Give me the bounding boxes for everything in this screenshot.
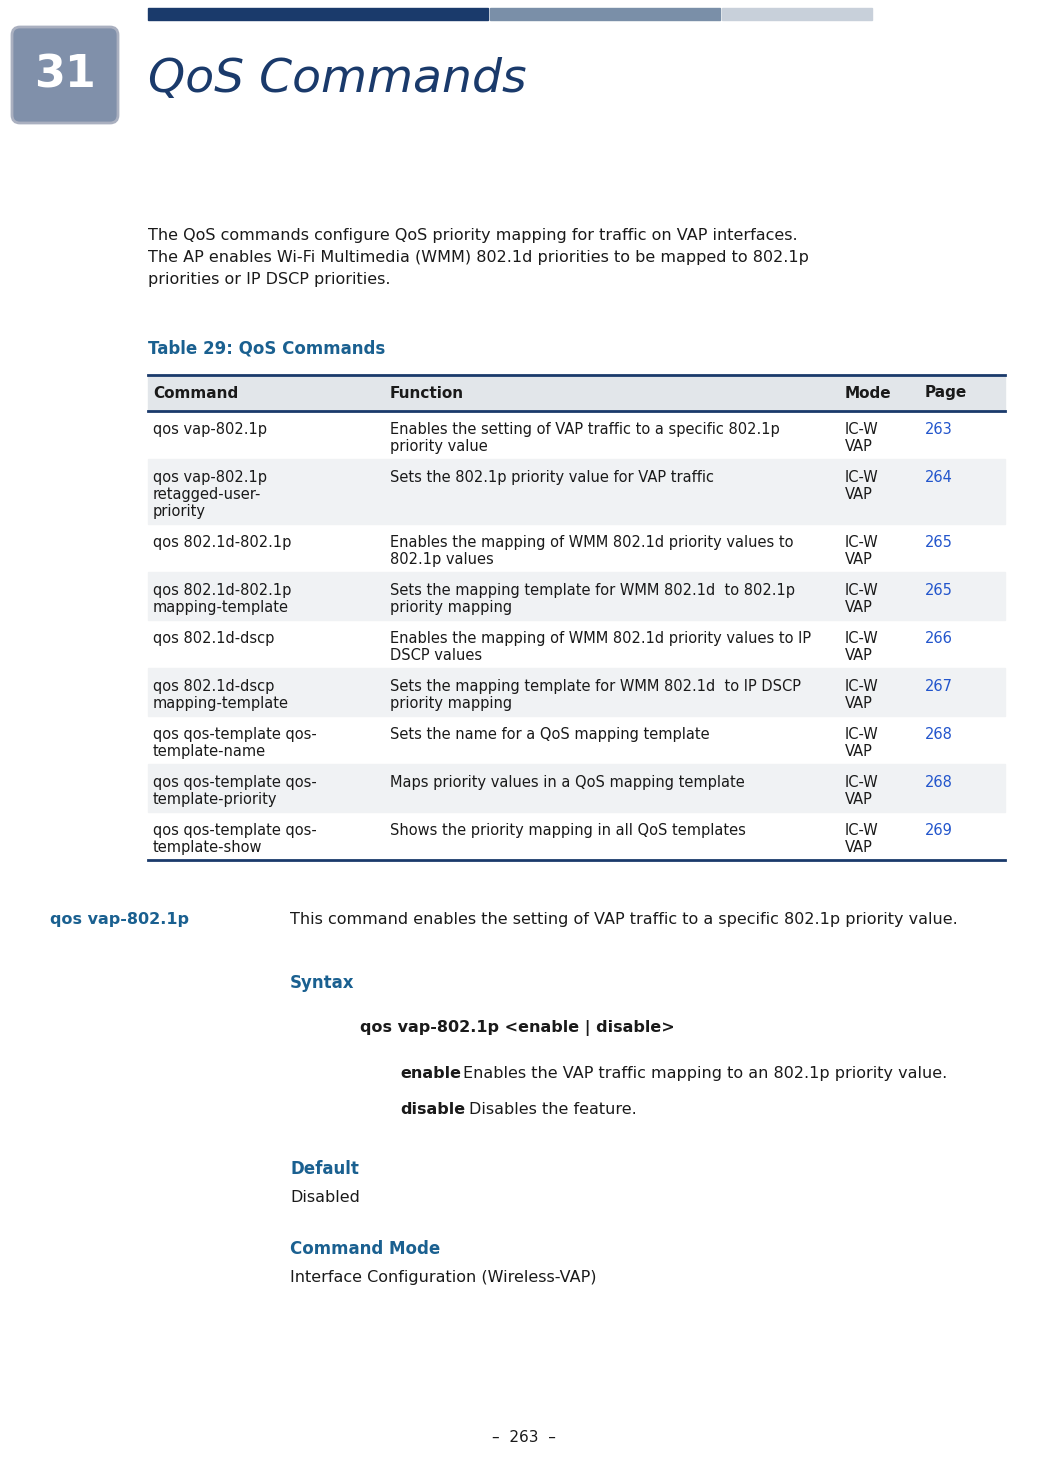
Text: 269: 269 [925, 823, 953, 838]
Text: VAP: VAP [845, 791, 873, 807]
Text: Sets the name for a QoS mapping template: Sets the name for a QoS mapping template [390, 727, 709, 742]
Text: IC-W: IC-W [845, 583, 879, 599]
Text: VAP: VAP [845, 745, 873, 759]
Text: qos 802.1d-dscp: qos 802.1d-dscp [153, 679, 275, 694]
FancyBboxPatch shape [12, 26, 118, 123]
Text: priority mapping: priority mapping [390, 600, 512, 615]
Bar [722, 7, 872, 20]
Text: IC-W: IC-W [845, 823, 879, 838]
Text: mapping-template: mapping-template [153, 600, 289, 615]
Text: VAP: VAP [845, 488, 873, 502]
Text: qos vap-802.1p <enable | disable>: qos vap-802.1p <enable | disable> [361, 1021, 675, 1037]
Text: mapping-template: mapping-template [153, 696, 289, 711]
Text: Enables the mapping of WMM 802.1d priority values to: Enables the mapping of WMM 802.1d priori… [390, 534, 793, 550]
Text: IC-W: IC-W [845, 727, 879, 742]
Text: 263: 263 [925, 422, 953, 437]
Text: Disabled: Disabled [290, 1190, 359, 1204]
Text: Mode: Mode [845, 385, 892, 400]
Text: 268: 268 [925, 775, 953, 790]
Text: qos vap-802.1p: qos vap-802.1p [153, 470, 267, 485]
Text: 265: 265 [925, 583, 953, 599]
Text: VAP: VAP [845, 696, 873, 711]
Text: IC-W: IC-W [845, 775, 879, 790]
Text: VAP: VAP [845, 839, 873, 856]
Bar [148, 572, 1005, 620]
Text: Sets the mapping template for WMM 802.1d  to 802.1p: Sets the mapping template for WMM 802.1d… [390, 583, 795, 599]
Bar [148, 764, 1005, 812]
Text: DSCP values: DSCP values [390, 648, 482, 663]
Text: 802.1p values: 802.1p values [390, 552, 494, 566]
Text: priority value: priority value [390, 439, 487, 454]
Text: Table 29: QoS Commands: Table 29: QoS Commands [148, 340, 386, 358]
Text: 268: 268 [925, 727, 953, 742]
Text: - Enables the VAP traffic mapping to an 802.1p priority value.: - Enables the VAP traffic mapping to an … [447, 1066, 947, 1080]
Text: –  263  –: – 263 – [493, 1431, 555, 1445]
Text: qos 802.1d-dscp: qos 802.1d-dscp [153, 631, 275, 645]
Text: Default: Default [290, 1161, 358, 1178]
Text: priorities or IP DSCP priorities.: priorities or IP DSCP priorities. [148, 272, 391, 288]
Bar [148, 669, 1005, 715]
Text: The QoS commands configure QoS priority mapping for traffic on VAP interfaces.: The QoS commands configure QoS priority … [148, 228, 798, 242]
Text: QoS Commands: QoS Commands [148, 57, 527, 102]
Text: IC-W: IC-W [845, 534, 879, 550]
Text: enable: enable [400, 1066, 461, 1080]
Text: template-show: template-show [153, 839, 262, 856]
Text: priority: priority [153, 504, 206, 518]
Text: retagged-user-: retagged-user- [153, 488, 261, 502]
Text: This command enables the setting of VAP traffic to a specific 802.1p priority va: This command enables the setting of VAP … [290, 912, 958, 927]
Text: Enables the setting of VAP traffic to a specific 802.1p: Enables the setting of VAP traffic to a … [390, 422, 780, 437]
Text: Sets the 802.1p priority value for VAP traffic: Sets the 802.1p priority value for VAP t… [390, 470, 714, 485]
Text: 266: 266 [925, 631, 953, 645]
Text: Enables the mapping of WMM 802.1d priority values to IP: Enables the mapping of WMM 802.1d priori… [390, 631, 811, 645]
Bar [148, 458, 1005, 524]
Text: Maps priority values in a QoS mapping template: Maps priority values in a QoS mapping te… [390, 775, 745, 790]
Text: IC-W: IC-W [845, 679, 879, 694]
Text: qos 802.1d-802.1p: qos 802.1d-802.1p [153, 534, 291, 550]
Bar [148, 7, 488, 20]
Text: IC-W: IC-W [845, 422, 879, 437]
Text: Interface Configuration (Wireless-VAP): Interface Configuration (Wireless-VAP) [290, 1270, 596, 1285]
Text: IC-W: IC-W [845, 470, 879, 485]
Text: qos vap-802.1p: qos vap-802.1p [153, 422, 267, 437]
Text: 265: 265 [925, 534, 953, 550]
Text: qos qos-template qos-: qos qos-template qos- [153, 823, 316, 838]
Text: qos qos-template qos-: qos qos-template qos- [153, 775, 316, 790]
Text: template-priority: template-priority [153, 791, 278, 807]
Text: VAP: VAP [845, 552, 873, 566]
Text: 264: 264 [925, 470, 953, 485]
Text: The AP enables Wi-Fi Multimedia (WMM) 802.1d priorities to be mapped to 802.1p: The AP enables Wi-Fi Multimedia (WMM) 80… [148, 250, 809, 266]
Text: VAP: VAP [845, 648, 873, 663]
Text: Page: Page [925, 385, 967, 400]
Text: 267: 267 [925, 679, 953, 694]
Text: Shows the priority mapping in all QoS templates: Shows the priority mapping in all QoS te… [390, 823, 746, 838]
Text: priority mapping: priority mapping [390, 696, 512, 711]
Text: qos qos-template qos-: qos qos-template qos- [153, 727, 316, 742]
Text: Command Mode: Command Mode [290, 1240, 440, 1259]
Bar [490, 7, 720, 20]
Text: Sets the mapping template for WMM 802.1d  to IP DSCP: Sets the mapping template for WMM 802.1d… [390, 679, 801, 694]
Text: Syntax: Syntax [290, 974, 354, 991]
Bar [148, 375, 1005, 412]
Text: disable: disable [400, 1102, 465, 1117]
Text: qos vap-802.1p: qos vap-802.1p [50, 912, 189, 927]
Text: Function: Function [390, 385, 464, 400]
Text: VAP: VAP [845, 600, 873, 615]
Text: IC-W: IC-W [845, 631, 879, 645]
Text: qos 802.1d-802.1p: qos 802.1d-802.1p [153, 583, 291, 599]
Text: template-name: template-name [153, 745, 266, 759]
Text: Command: Command [153, 385, 238, 400]
Text: 31: 31 [35, 54, 96, 96]
Text: VAP: VAP [845, 439, 873, 454]
Text: - Disables the feature.: - Disables the feature. [453, 1102, 637, 1117]
